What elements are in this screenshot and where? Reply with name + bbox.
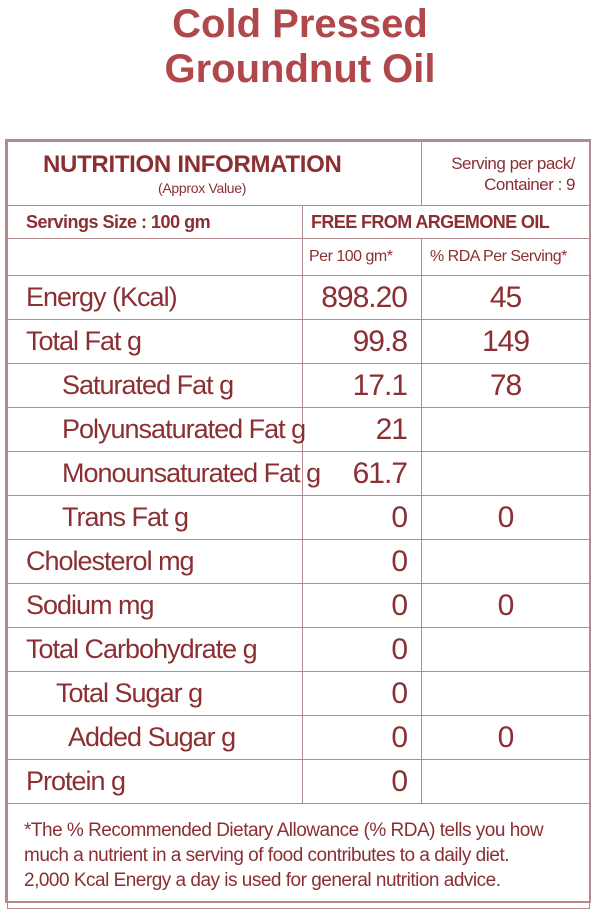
table-row: Total Carbohydrate g 0 (7, 627, 590, 672)
nutrient-label: Trans Fat g (7, 495, 303, 540)
per-100gm-value: 898.20 (302, 275, 422, 320)
rda-value (421, 759, 590, 804)
table-row: Energy (Kcal) 898.20 45 (7, 275, 590, 320)
per-100gm-value: 17.1 (302, 363, 422, 408)
nutrition-heading-cell: NUTRITION INFORMATION (Approx Value) (7, 141, 422, 206)
table-row: Trans Fat g 0 0 (7, 495, 590, 540)
nutrient-label: Protein g (7, 759, 303, 804)
rda-value: 149 (421, 319, 590, 364)
nutrition-header-row: NUTRITION INFORMATION (Approx Value) Ser… (7, 141, 590, 206)
product-title-line1: Cold Pressed (172, 2, 428, 46)
rda-value (421, 451, 590, 496)
table-row: Saturated Fat g 17.1 78 (7, 363, 590, 408)
nutrient-label: Monounsaturated Fat g (7, 451, 321, 496)
per-100gm-value: 61.7 (302, 451, 422, 496)
nutrient-label: Total Carbohydrate g (7, 627, 303, 672)
per-100gm-value: 0 (302, 759, 422, 804)
serving-per-pack: Serving per pack/ Container : 9 (421, 141, 590, 206)
rda-value (421, 671, 590, 716)
table-row: Added Sugar g 0 0 (7, 715, 590, 760)
table-row: Total Sugar g 0 (7, 671, 590, 716)
product-title-line2: Groundnut Oil (164, 47, 436, 91)
nutrient-label: Total Sugar g (7, 671, 303, 716)
footnote-line: *The % Recommended Dietary Allowance (% … (24, 819, 544, 841)
nutrient-label: Saturated Fat g (7, 363, 303, 408)
nutrient-label: Sodium mg (7, 583, 303, 628)
footnote-line: much a nutrient in a serving of food con… (24, 844, 510, 866)
per-100gm-value: 0 (302, 583, 422, 628)
per-100gm-value: 0 (302, 715, 422, 760)
rda-value (421, 539, 590, 584)
per-100gm-value: 0 (302, 539, 422, 584)
nutrition-panel: NUTRITION INFORMATION (Approx Value) Ser… (5, 139, 591, 909)
rda-value: 45 (421, 275, 590, 320)
nutrient-label: Added Sugar g (7, 715, 303, 760)
rda-value: 0 (421, 715, 590, 760)
serving-per-pack-line2: Container : 9 (484, 174, 575, 194)
column-header-blank (7, 238, 303, 276)
rda-value: 0 (421, 583, 590, 628)
per-100gm-value: 0 (302, 627, 422, 672)
rda-value (421, 627, 590, 672)
per-100gm-value: 0 (302, 495, 422, 540)
table-row: Cholesterol mg 0 (7, 539, 590, 584)
product-title: Cold Pressed Groundnut Oil (0, 0, 600, 92)
footnote-row: *The % Recommended Dietary Allowance (% … (7, 803, 590, 909)
free-from-label: FREE FROM ARGEMONE OIL (302, 205, 590, 239)
table-row: Polyunsaturated Fat g 21 (7, 407, 590, 452)
per-100gm-value: 21 (302, 407, 422, 452)
per-100gm-value: 0 (302, 671, 422, 716)
rda-value: 78 (421, 363, 590, 408)
nutrient-label: Energy (Kcal) (7, 275, 303, 320)
table-row: Protein g 0 (7, 759, 590, 804)
rda-value: 0 (421, 495, 590, 540)
nutrient-label: Cholesterol mg (7, 539, 303, 584)
table-row: Monounsaturated Fat g 61.7 (7, 451, 590, 496)
nutrient-label: Polyunsaturated Fat g (7, 407, 306, 452)
column-header-per-100gm: Per 100 gm* (302, 238, 422, 276)
serving-per-pack-line1: Serving per pack/ (451, 153, 575, 173)
serving-size: Servings Size : 100 gm (7, 205, 303, 239)
nutrition-heading: NUTRITION INFORMATION (43, 151, 342, 178)
rda-value (421, 407, 590, 452)
column-header-rda: % RDA Per Serving* (421, 238, 590, 276)
per-100gm-value: 99.8 (302, 319, 422, 364)
footnote-line: 2,000 Kcal Energy a day is used for gene… (24, 869, 501, 891)
column-header-row: Per 100 gm* % RDA Per Serving* (7, 238, 590, 276)
footnote: *The % Recommended Dietary Allowance (% … (7, 803, 590, 909)
nutrient-label: Total Fat g (7, 319, 303, 364)
table-row: Sodium mg 0 0 (7, 583, 590, 628)
nutrition-table: NUTRITION INFORMATION (Approx Value) Ser… (7, 141, 590, 909)
nutrition-subheading: (Approx Value) (158, 180, 247, 196)
serving-size-row: Servings Size : 100 gm FREE FROM ARGEMON… (7, 205, 590, 239)
table-row: Total Fat g 99.8 149 (7, 319, 590, 364)
